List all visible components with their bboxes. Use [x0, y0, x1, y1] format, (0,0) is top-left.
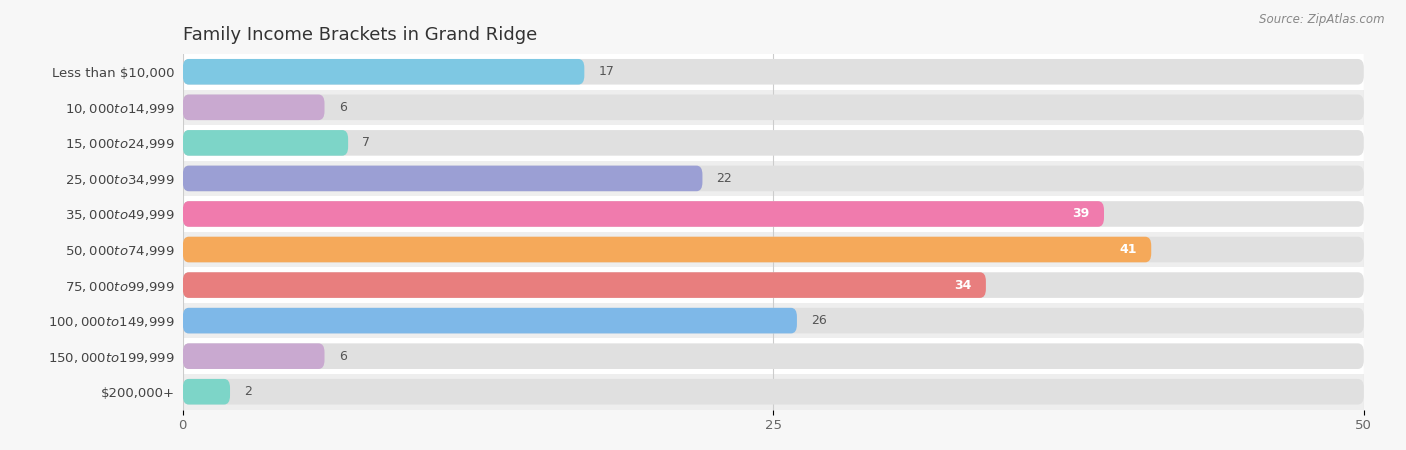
Bar	[183, 374, 1364, 410]
Bar	[183, 303, 1364, 338]
FancyBboxPatch shape	[183, 94, 1364, 120]
FancyBboxPatch shape	[183, 130, 1364, 156]
Bar	[183, 161, 1364, 196]
FancyBboxPatch shape	[183, 59, 1364, 85]
FancyBboxPatch shape	[183, 130, 349, 156]
FancyBboxPatch shape	[183, 166, 1364, 191]
FancyBboxPatch shape	[183, 59, 585, 85]
FancyBboxPatch shape	[183, 201, 1364, 227]
Bar	[183, 267, 1364, 303]
Text: Family Income Brackets in Grand Ridge: Family Income Brackets in Grand Ridge	[183, 26, 537, 44]
Bar	[183, 232, 1364, 267]
Bar	[183, 338, 1364, 374]
FancyBboxPatch shape	[183, 166, 703, 191]
FancyBboxPatch shape	[183, 379, 231, 405]
FancyBboxPatch shape	[183, 201, 1104, 227]
Bar	[183, 54, 1364, 90]
FancyBboxPatch shape	[183, 272, 986, 298]
FancyBboxPatch shape	[183, 343, 1364, 369]
Text: 22: 22	[717, 172, 733, 185]
Bar	[183, 125, 1364, 161]
Text: 7: 7	[363, 136, 370, 149]
Text: 39: 39	[1073, 207, 1090, 220]
Text: 41: 41	[1119, 243, 1137, 256]
Text: 34: 34	[955, 279, 972, 292]
Text: 2: 2	[245, 385, 252, 398]
FancyBboxPatch shape	[183, 308, 797, 333]
Text: 26: 26	[811, 314, 827, 327]
FancyBboxPatch shape	[183, 308, 1364, 333]
Bar	[183, 90, 1364, 125]
Text: 17: 17	[599, 65, 614, 78]
Text: Source: ZipAtlas.com: Source: ZipAtlas.com	[1260, 14, 1385, 27]
Bar	[183, 196, 1364, 232]
FancyBboxPatch shape	[183, 343, 325, 369]
FancyBboxPatch shape	[183, 272, 1364, 298]
FancyBboxPatch shape	[183, 94, 325, 120]
FancyBboxPatch shape	[183, 379, 1364, 405]
FancyBboxPatch shape	[183, 237, 1364, 262]
Text: 6: 6	[339, 101, 346, 114]
FancyBboxPatch shape	[183, 237, 1152, 262]
Text: 6: 6	[339, 350, 346, 363]
